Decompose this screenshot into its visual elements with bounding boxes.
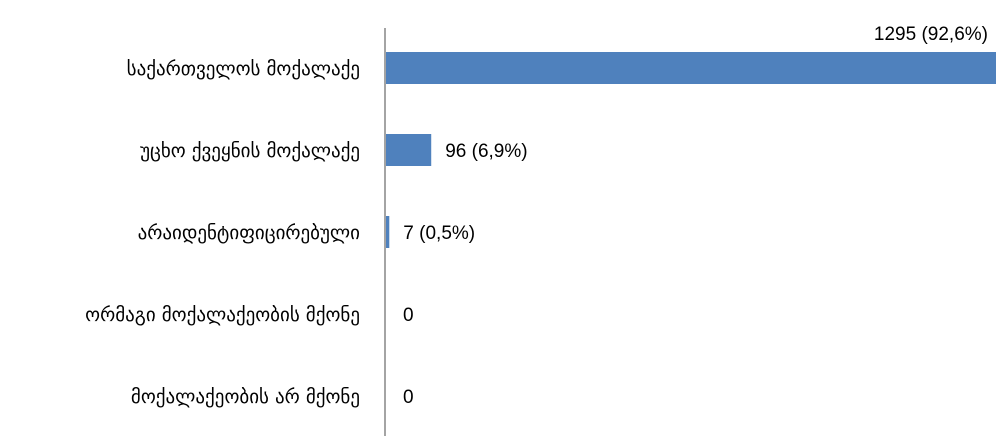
bar-0 (386, 52, 996, 84)
category-label-4: მოქალაქეობის არ მქონე (131, 386, 360, 408)
data-labels-group: 1295 (92,6%) 96 (6,9%) 7 (0,5%) 0 0 (403, 24, 988, 408)
bar-2 (386, 216, 390, 248)
bars-group (386, 52, 996, 248)
data-label-0: 1295 (92,6%) (874, 24, 988, 45)
data-label-4: 0 (403, 387, 414, 408)
data-label-2: 7 (0,5%) (403, 223, 475, 244)
category-label-3: ორმაგი მოქალაქეობის მქონე (85, 304, 360, 326)
category-label-1: უცხო ქვეყნის მოქალაქე (140, 140, 360, 162)
category-label-0: საქართველოს მოქალაქე (127, 58, 360, 80)
bar-1 (386, 134, 432, 166)
data-label-1: 96 (6,9%) (445, 141, 527, 162)
data-label-3: 0 (403, 305, 414, 326)
category-label-2: არაიდენტიფიცირებული (138, 222, 360, 244)
category-labels-group: საქართველოს მოქალაქე უცხო ქვეყნის მოქალაქ… (85, 58, 360, 408)
